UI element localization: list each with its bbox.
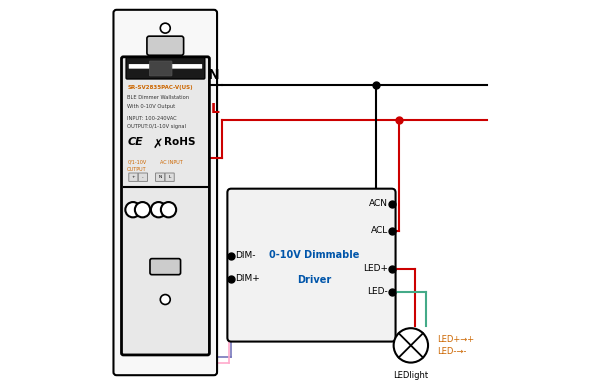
Text: ACL: ACL bbox=[371, 226, 388, 235]
FancyBboxPatch shape bbox=[126, 58, 205, 79]
Circle shape bbox=[161, 202, 176, 218]
Circle shape bbox=[394, 328, 428, 363]
Text: AC INPUT: AC INPUT bbox=[160, 160, 182, 165]
Circle shape bbox=[125, 202, 140, 218]
Text: LED-→-: LED-→- bbox=[437, 347, 467, 356]
Text: ✗: ✗ bbox=[152, 137, 163, 151]
Text: CE: CE bbox=[127, 137, 143, 147]
FancyBboxPatch shape bbox=[155, 173, 164, 181]
Text: ACN: ACN bbox=[369, 199, 388, 208]
Text: DIM-: DIM- bbox=[235, 251, 256, 260]
Text: BLE Dimmer Wallstation: BLE Dimmer Wallstation bbox=[127, 95, 189, 100]
Text: INPUT: 100-240VAC: INPUT: 100-240VAC bbox=[127, 116, 177, 121]
Circle shape bbox=[151, 202, 166, 218]
Text: N: N bbox=[208, 68, 220, 82]
Text: SR-SV2835PAC-V(US): SR-SV2835PAC-V(US) bbox=[127, 85, 193, 90]
Circle shape bbox=[160, 295, 170, 305]
Text: 0/1-10V: 0/1-10V bbox=[127, 160, 146, 165]
Text: RoHS: RoHS bbox=[164, 137, 195, 147]
Text: LEDlight: LEDlight bbox=[393, 371, 428, 380]
Text: L: L bbox=[169, 175, 171, 179]
FancyBboxPatch shape bbox=[165, 173, 174, 181]
Text: LED+: LED+ bbox=[363, 264, 388, 273]
Text: 0-10V Dimmable: 0-10V Dimmable bbox=[269, 250, 360, 260]
Text: Driver: Driver bbox=[298, 275, 332, 285]
Text: With 0-10V Output: With 0-10V Output bbox=[127, 104, 175, 109]
Text: DIM+: DIM+ bbox=[235, 274, 260, 283]
Text: N: N bbox=[158, 175, 162, 179]
Text: +: + bbox=[131, 175, 135, 179]
Text: OUTPUT:0/1-10V signal: OUTPUT:0/1-10V signal bbox=[127, 124, 186, 129]
Text: -: - bbox=[142, 175, 144, 179]
FancyBboxPatch shape bbox=[150, 259, 181, 275]
Text: LED-: LED- bbox=[367, 287, 388, 296]
FancyBboxPatch shape bbox=[122, 57, 209, 355]
FancyBboxPatch shape bbox=[227, 189, 395, 341]
Text: LED+→+: LED+→+ bbox=[437, 335, 475, 344]
FancyBboxPatch shape bbox=[113, 10, 217, 375]
FancyBboxPatch shape bbox=[139, 173, 148, 181]
Text: L: L bbox=[211, 102, 220, 116]
FancyBboxPatch shape bbox=[147, 36, 184, 55]
FancyBboxPatch shape bbox=[129, 173, 138, 181]
Text: OUTPUT: OUTPUT bbox=[127, 167, 147, 172]
FancyBboxPatch shape bbox=[129, 64, 202, 69]
FancyBboxPatch shape bbox=[149, 61, 172, 76]
Circle shape bbox=[160, 23, 170, 33]
Circle shape bbox=[135, 202, 150, 218]
